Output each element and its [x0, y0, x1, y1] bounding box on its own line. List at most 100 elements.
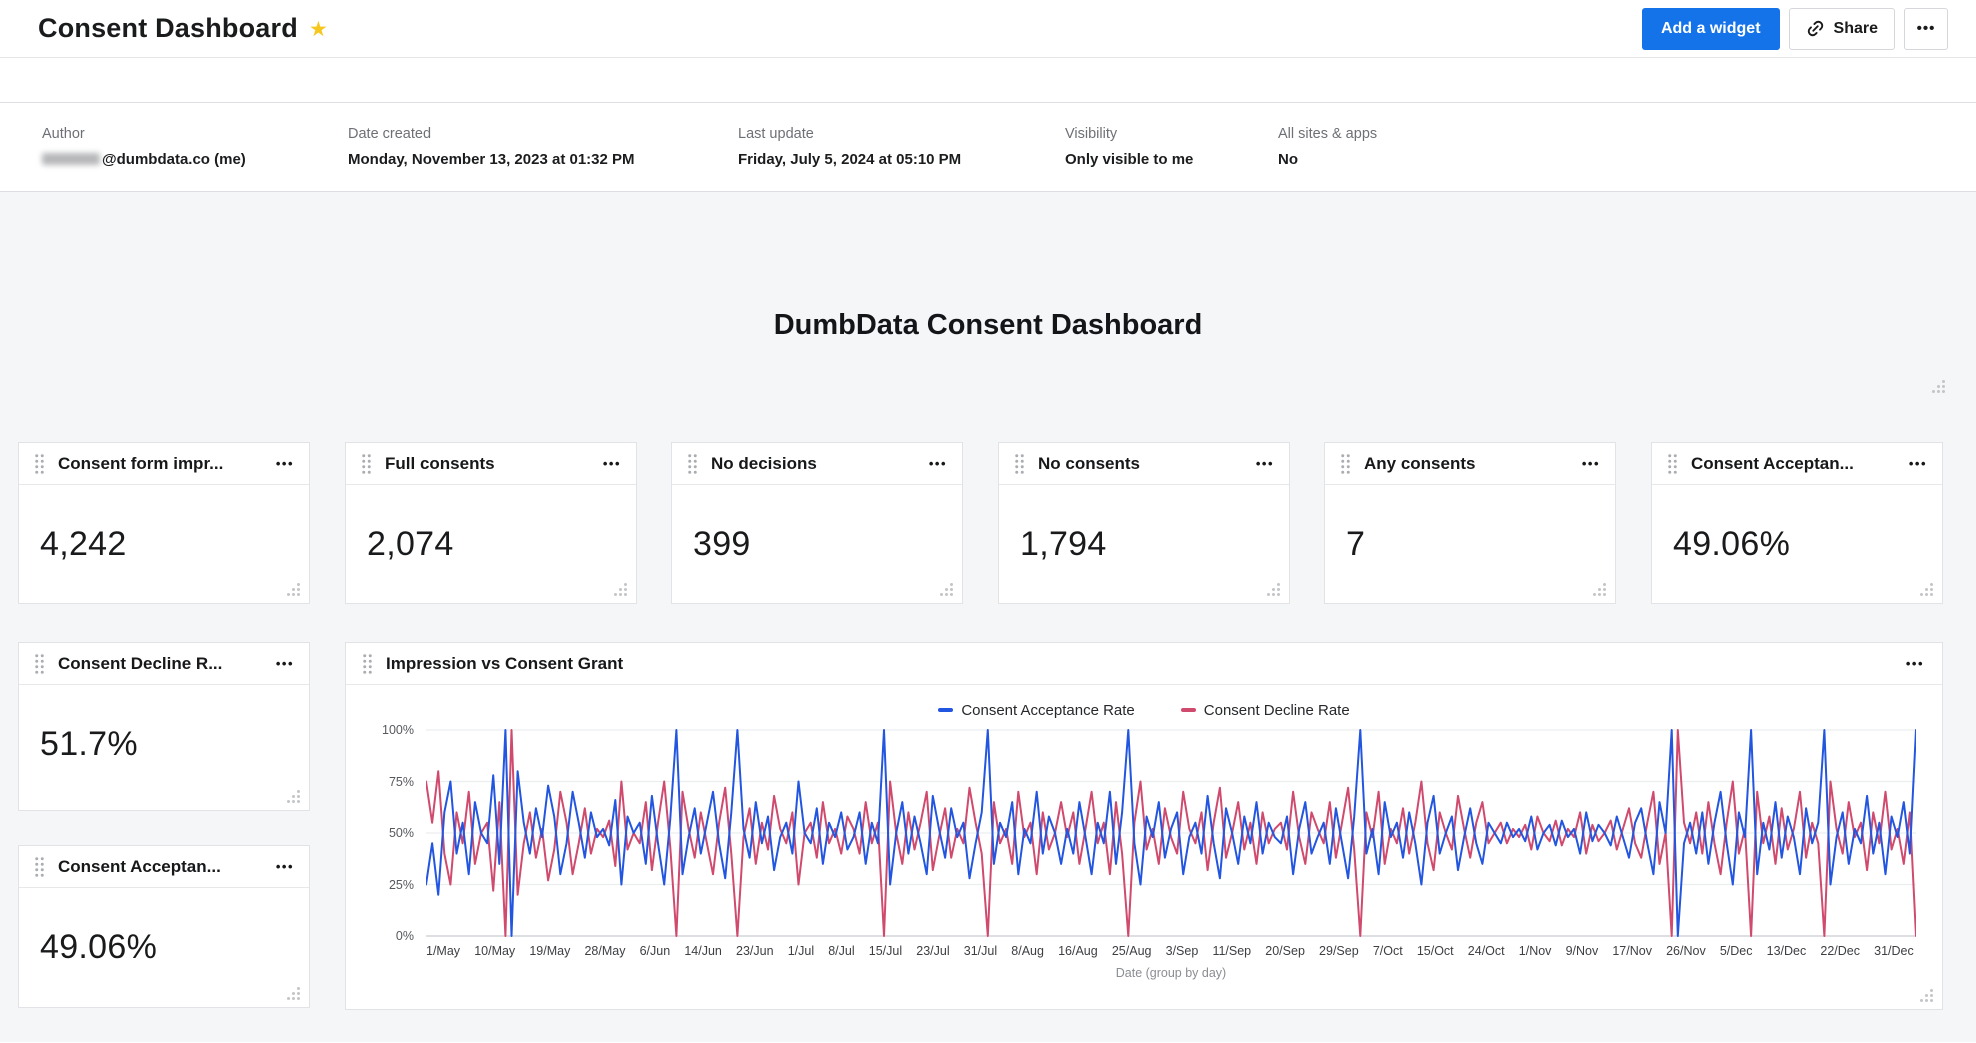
kpi-value: 4,242 — [19, 485, 309, 564]
legend-swatch — [938, 708, 953, 712]
x-axis: 1/May10/May19/May28/May6/Jun14/Jun23/Jun… — [426, 944, 1914, 958]
widget-menu-button[interactable]: ••• — [1574, 452, 1600, 475]
resize-grip-icon[interactable] — [1930, 583, 1933, 586]
widget-title: Consent Decline R... — [58, 654, 268, 674]
resize-grip-icon[interactable] — [1942, 380, 1945, 383]
page-title: Consent Dashboard — [38, 13, 298, 44]
resize-grip-icon[interactable] — [297, 987, 300, 990]
widget-title: Full consents — [385, 454, 595, 474]
meta-last-update-value: Friday, July 5, 2024 at 05:10 PM — [738, 151, 1065, 168]
meta-date-created-label: Date created — [348, 126, 738, 142]
x-tick-label: 10/May — [474, 944, 515, 958]
dashboard-more-button[interactable]: ••• — [1904, 8, 1948, 50]
meta-all-sites: All sites & apps No — [1278, 126, 1377, 191]
x-tick-label: 28/May — [584, 944, 625, 958]
meta-date-created-value: Monday, November 13, 2023 at 01:32 PM — [348, 151, 738, 168]
meta-last-update: Last update Friday, July 5, 2024 at 05:1… — [738, 126, 1065, 191]
x-tick-label: 8/Aug — [1011, 944, 1044, 958]
widget-menu-button[interactable]: ••• — [1898, 652, 1924, 675]
widget-title: Consent form impr... — [58, 454, 268, 474]
meta-visibility: Visibility Only visible to me — [1065, 126, 1278, 191]
widget-menu-button[interactable]: ••• — [595, 452, 621, 475]
drag-handle-icon[interactable] — [687, 453, 698, 475]
widget-consent-acceptance-rate: Consent Acceptan... ••• 49.06% — [1651, 442, 1943, 604]
widget-menu-button[interactable]: ••• — [1901, 452, 1927, 475]
drag-handle-icon[interactable] — [1014, 453, 1025, 475]
meta-all-sites-value: No — [1278, 151, 1377, 168]
y-tick-label: 50% — [389, 826, 414, 840]
x-tick-label: 25/Aug — [1112, 944, 1152, 958]
resize-grip-icon[interactable] — [1277, 583, 1280, 586]
x-tick-label: 15/Jul — [869, 944, 902, 958]
widget-menu-button[interactable]: ••• — [921, 452, 947, 475]
resize-grip-icon[interactable] — [297, 790, 300, 793]
meta-author-label: Author — [42, 126, 348, 142]
x-tick-label: 8/Jul — [828, 944, 854, 958]
meta-all-sites-label: All sites & apps — [1278, 126, 1377, 142]
meta-author: Author @dumbdata.co (me) — [42, 126, 348, 191]
dashboard-title: DumbData Consent Dashboard — [0, 309, 1976, 342]
x-tick-label: 24/Oct — [1468, 944, 1505, 958]
kpi-value: 49.06% — [1652, 485, 1942, 564]
x-tick-label: 20/Sep — [1265, 944, 1305, 958]
x-tick-label: 7/Oct — [1373, 944, 1403, 958]
x-tick-label: 19/May — [529, 944, 570, 958]
resize-grip-icon[interactable] — [624, 583, 627, 586]
author-redacted — [42, 153, 100, 165]
widget-impression-vs-consent-grant: Impression vs Consent Grant ••• Consent … — [345, 642, 1943, 1010]
meta-visibility-label: Visibility — [1065, 126, 1278, 142]
widget-title: Consent Acceptan... — [1691, 454, 1901, 474]
drag-handle-icon[interactable] — [34, 653, 45, 675]
y-tick-label: 100% — [382, 723, 414, 737]
header-spacer — [0, 58, 1976, 102]
add-widget-button[interactable]: Add a widget — [1642, 8, 1780, 50]
favorite-star-icon[interactable]: ★ — [309, 17, 328, 42]
meta-visibility-value: Only visible to me — [1065, 151, 1278, 168]
widget-menu-button[interactable]: ••• — [268, 855, 294, 878]
chart-title: Impression vs Consent Grant — [386, 654, 1898, 674]
drag-handle-icon[interactable] — [362, 653, 373, 675]
widget-menu-button[interactable]: ••• — [268, 652, 294, 675]
x-tick-label: 31/Dec — [1874, 944, 1914, 958]
x-tick-label: 16/Aug — [1058, 944, 1098, 958]
widget-title: Any consents — [1364, 454, 1574, 474]
x-tick-label: 23/Jul — [916, 944, 949, 958]
share-button-label: Share — [1834, 20, 1878, 38]
x-tick-label: 15/Oct — [1417, 944, 1454, 958]
consent-line-chart[interactable] — [426, 729, 1916, 937]
chart-legend: Consent Acceptance Rate Consent Decline … — [346, 700, 1942, 720]
x-tick-label: 31/Jul — [964, 944, 997, 958]
x-tick-label: 29/Sep — [1319, 944, 1359, 958]
drag-handle-icon[interactable] — [34, 856, 45, 878]
widget-consent-form-impressions: Consent form impr... ••• 4,242 — [18, 442, 310, 604]
kpi-value: 399 — [672, 485, 962, 564]
kpi-value: 7 — [1325, 485, 1615, 564]
widget-menu-button[interactable]: ••• — [268, 452, 294, 475]
drag-handle-icon[interactable] — [1667, 453, 1678, 475]
legend-item-acceptance[interactable]: Consent Acceptance Rate — [938, 702, 1134, 719]
resize-grip-icon[interactable] — [950, 583, 953, 586]
widget-title: Consent Acceptan... — [58, 857, 268, 877]
x-tick-label: 6/Jun — [640, 944, 671, 958]
meta-bar: Author @dumbdata.co (me) Date created Mo… — [0, 102, 1976, 192]
drag-handle-icon[interactable] — [1340, 453, 1351, 475]
widget-menu-button[interactable]: ••• — [1248, 452, 1274, 475]
widget-title: No decisions — [711, 454, 921, 474]
widget-full-consents: Full consents ••• 2,074 — [345, 442, 637, 604]
resize-grip-icon[interactable] — [1930, 989, 1933, 992]
drag-handle-icon[interactable] — [34, 453, 45, 475]
kpi-value: 49.06% — [19, 888, 309, 967]
resize-grip-icon[interactable] — [1603, 583, 1606, 586]
x-tick-label: 14/Jun — [684, 944, 722, 958]
drag-handle-icon[interactable] — [361, 453, 372, 475]
top-header: Consent Dashboard ★ Add a widget Share •… — [0, 0, 1976, 58]
x-tick-label: 1/Nov — [1519, 944, 1552, 958]
x-axis-title: Date (group by day) — [426, 966, 1916, 980]
x-tick-label: 5/Dec — [1720, 944, 1753, 958]
legend-item-decline[interactable]: Consent Decline Rate — [1181, 702, 1350, 719]
x-tick-label: 3/Sep — [1166, 944, 1199, 958]
resize-grip-icon[interactable] — [297, 583, 300, 586]
link-icon — [1802, 15, 1829, 42]
share-button[interactable]: Share — [1789, 8, 1895, 50]
x-tick-label: 13/Dec — [1767, 944, 1807, 958]
